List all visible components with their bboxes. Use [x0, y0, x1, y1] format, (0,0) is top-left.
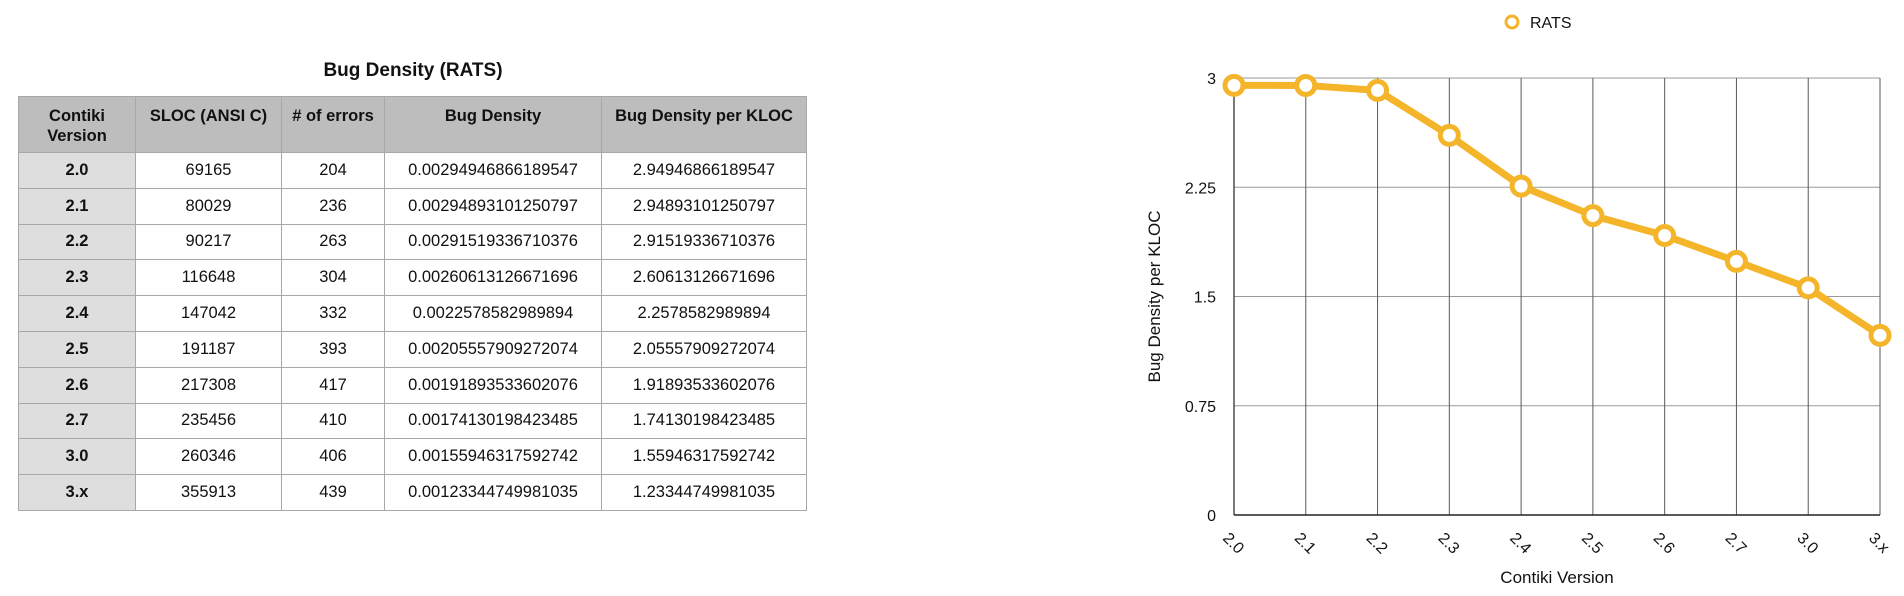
legend-label: RATS: [1530, 15, 1571, 32]
y-tick-label: 2.25: [1185, 180, 1216, 197]
y-tick-label: 0: [1207, 508, 1216, 525]
table-cell: 0.00191893533602076: [384, 366, 602, 404]
table-cell: 439: [281, 474, 385, 511]
x-tick-label: 2.2: [1363, 530, 1391, 558]
version-cell: 3.x: [18, 474, 136, 511]
table-cell: 0.00174130198423485: [384, 402, 602, 440]
legend-marker: [1504, 14, 1520, 30]
table-cell: 235456: [135, 402, 282, 440]
data-point: [1294, 73, 1318, 97]
y-tick-label: 3: [1207, 71, 1216, 88]
data-point: [1366, 78, 1390, 102]
version-cell: 2.2: [18, 223, 136, 261]
table-row: 2.4 147042 332 0.0022578582989894 2.25785829…: [18, 295, 807, 332]
data-point: [1581, 204, 1605, 228]
data-point: [1724, 249, 1748, 273]
table-cell: 236: [281, 187, 385, 225]
data-point: [1796, 276, 1820, 300]
x-tick-label: 3.0: [1793, 530, 1821, 558]
table-cell: 0.00155946317592742: [384, 438, 602, 476]
x-tick-label: 2.3: [1435, 530, 1463, 558]
table-cell: 0.00123344749981035: [384, 474, 602, 511]
x-tick-label: 2.0: [1219, 530, 1247, 558]
column-header: Bug Density per KLOC: [601, 96, 807, 153]
y-tick-label: 1.5: [1194, 290, 1216, 307]
table-cell: 2.60613126671696: [601, 259, 807, 297]
table-cell: 80029: [135, 187, 282, 225]
x-tick-label: 2.7: [1722, 530, 1750, 558]
bug-density-table: Contiki Version SLOC (ANSI C) # of errors B…: [18, 96, 807, 511]
table-cell: 2.05557909272074: [601, 330, 807, 368]
table-cell: 0.0022578582989894: [384, 295, 602, 332]
y-axis-title: Bug Density per KLOC: [1145, 211, 1164, 383]
series-line: [1230, 81, 1884, 339]
table-cell: 0.00291519336710376: [384, 223, 602, 261]
version-cell: 2.5: [18, 330, 136, 368]
table-cell: 90217: [135, 223, 282, 261]
table-cell: 2.94946866189547: [601, 152, 807, 189]
data-point: [1437, 123, 1461, 147]
column-header: Bug Density: [384, 96, 602, 153]
table-row: 2.3 116648 304 0.00260613126671696 2.6061312…: [18, 259, 807, 297]
table-cell: 1.55946317592742: [601, 438, 807, 476]
version-cell: 2.3: [18, 259, 136, 297]
x-tick-label: 2.5: [1578, 530, 1606, 558]
table-cell: 263: [281, 223, 385, 261]
table-cell: 1.91893533602076: [601, 366, 807, 404]
table-cell: 406: [281, 438, 385, 476]
version-cell: 2.6: [18, 366, 136, 404]
x-axis-title: Contiki Version: [1500, 568, 1613, 587]
column-header: SLOC (ANSI C): [135, 96, 282, 153]
table-cell: 417: [281, 366, 385, 404]
data-point: [1509, 174, 1533, 198]
version-cell: 2.1: [18, 187, 136, 225]
table-header-row: Contiki Version SLOC (ANSI C) # of errors B…: [18, 96, 807, 153]
x-tick-label: 2.4: [1506, 530, 1534, 558]
table-cell: 69165: [135, 152, 282, 189]
x-tick-label: 2.6: [1650, 530, 1678, 558]
table-cell: 1.74130198423485: [601, 402, 807, 440]
x-tick-label: 2.1: [1291, 530, 1319, 558]
data-point: [1222, 73, 1246, 97]
table-row: 2.5 191187 393 0.00205557909272074 2.0555790…: [18, 330, 807, 368]
data-point: [1868, 323, 1892, 347]
table-row: 2.6 217308 417 0.00191893533602076 1.9189353…: [18, 366, 807, 404]
version-cell: 3.0: [18, 438, 136, 476]
table-cell: 410: [281, 402, 385, 440]
table-row: 2.7 235456 410 0.00174130198423485 1.7413019…: [18, 402, 807, 440]
table-cell: 2.2578582989894: [601, 295, 807, 332]
table-cell: 2.94893101250797: [601, 187, 807, 225]
table-row: 3.x 355913 439 0.00123344749981035 1.2334474…: [18, 474, 807, 511]
data-point: [1653, 223, 1677, 247]
version-cell: 2.7: [18, 402, 136, 440]
version-cell: 2.4: [18, 295, 136, 332]
table-title: Bug Density (RATS): [323, 60, 503, 81]
table-cell: 1.23344749981035: [601, 474, 807, 511]
column-header: # of errors: [281, 96, 385, 153]
table-cell: 116648: [135, 259, 282, 297]
table-cell: 393: [281, 330, 385, 368]
version-cell: 2.0: [18, 152, 136, 189]
table-cell: 0.00205557909272074: [384, 330, 602, 368]
x-tick-label: 3.x: [1865, 530, 1892, 557]
y-tick-label: 0.75: [1185, 399, 1216, 416]
